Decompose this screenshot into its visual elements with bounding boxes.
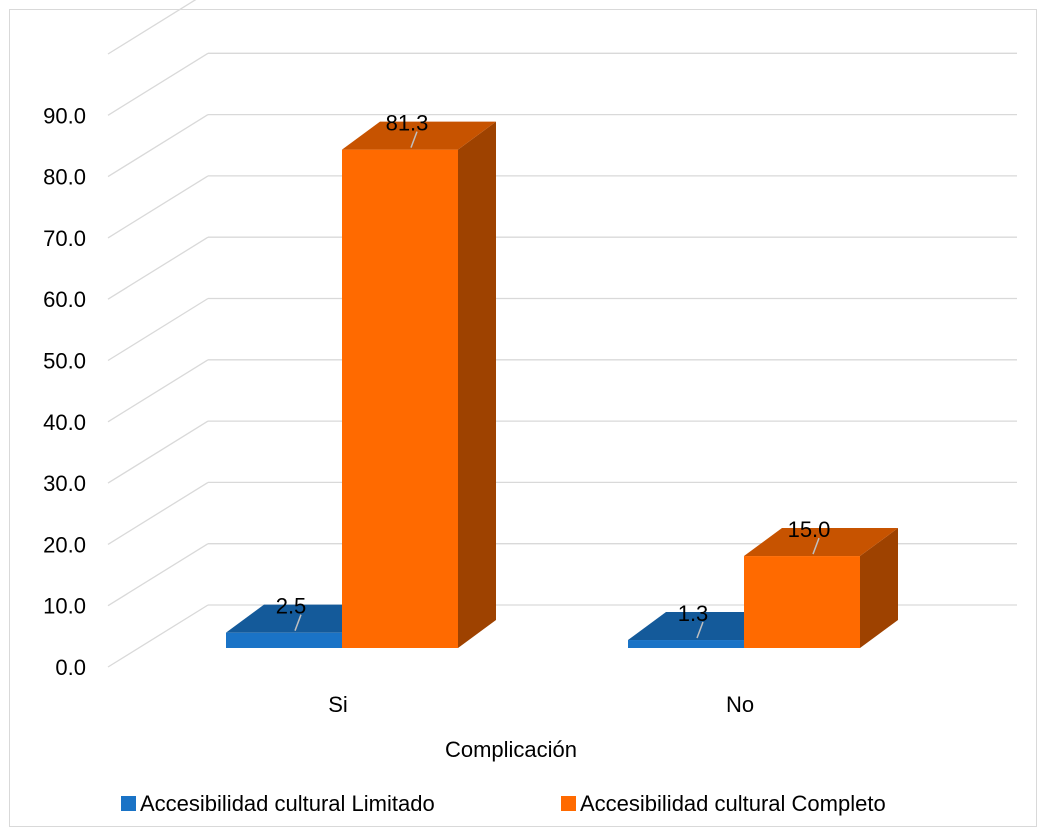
gridline-diagonal [107, 481, 209, 545]
y-tick-label: 40.0 [43, 410, 86, 435]
y-tick-label: 60.0 [43, 287, 86, 312]
y-tick-label: 20.0 [43, 532, 86, 557]
legend-swatch [561, 796, 576, 811]
y-tick-label: 90.0 [43, 103, 86, 128]
gridline-diagonal [107, 114, 209, 178]
gridline-diagonal [107, 359, 209, 423]
bar-side-face [860, 528, 898, 648]
bar-front-face [342, 149, 458, 649]
gridline-diagonal [107, 0, 197, 55]
legend-item-1: Accesibilidad cultural Limitado [121, 791, 435, 816]
bars [226, 121, 898, 649]
y-tick-label: 70.0 [43, 226, 86, 251]
data-label: 2.5 [276, 594, 307, 619]
bar-side-face [458, 121, 496, 649]
bar-top-face [342, 121, 496, 150]
legend-item-2: Accesibilidad cultural Completo [561, 791, 886, 816]
bar-top-face [628, 612, 782, 641]
gridline-diagonal [107, 175, 209, 239]
gridline-diagonal [107, 604, 209, 668]
gridline-diagonal [107, 543, 209, 607]
y-tick-label: 30.0 [43, 471, 86, 496]
bar-si-series-2 [342, 121, 496, 649]
legend-label: Accesibilidad cultural Completo [580, 791, 886, 816]
bar-front-face [628, 640, 744, 648]
bar-top-face [226, 604, 380, 633]
chart-frame [9, 9, 1037, 827]
data-label-leader [696, 621, 704, 639]
x-axis-categories: Si No [328, 692, 754, 717]
bar-front-face [226, 632, 342, 648]
y-tick-label: 80.0 [43, 165, 86, 190]
x-axis-title: Complicación [445, 737, 577, 762]
bar-top-face [744, 528, 898, 557]
data-labels: 2.5 81.3 1.3 15.0 [276, 111, 831, 639]
y-tick-label: 10.0 [43, 594, 86, 619]
gridline-diagonal [107, 52, 209, 116]
data-label: 81.3 [386, 111, 429, 136]
data-label-leader [812, 537, 820, 555]
bar-no-series-2 [744, 528, 898, 648]
y-axis-ticks: 0.0 10.0 20.0 30.0 40.0 50.0 60.0 70.0 80.0 90.0 [43, 103, 86, 680]
x-category-label: No [726, 692, 754, 717]
data-label-leader [294, 614, 302, 631]
y-tick-label: 0.0 [55, 655, 86, 680]
x-category-label: Si [328, 692, 348, 717]
bar-front-face [744, 556, 860, 648]
legend-label: Accesibilidad cultural Limitado [140, 791, 435, 816]
data-label: 15.0 [788, 517, 831, 542]
gridline-diagonal [107, 297, 209, 362]
y-tick-label: 50.0 [43, 349, 86, 374]
gridline-diagonal [107, 236, 209, 300]
data-label-leader [410, 131, 418, 148]
legend: Accesibilidad cultural Limitado Accesibil… [121, 791, 886, 816]
data-label: 1.3 [678, 601, 709, 626]
gridline-diagonal [107, 420, 209, 484]
legend-swatch [121, 796, 136, 811]
